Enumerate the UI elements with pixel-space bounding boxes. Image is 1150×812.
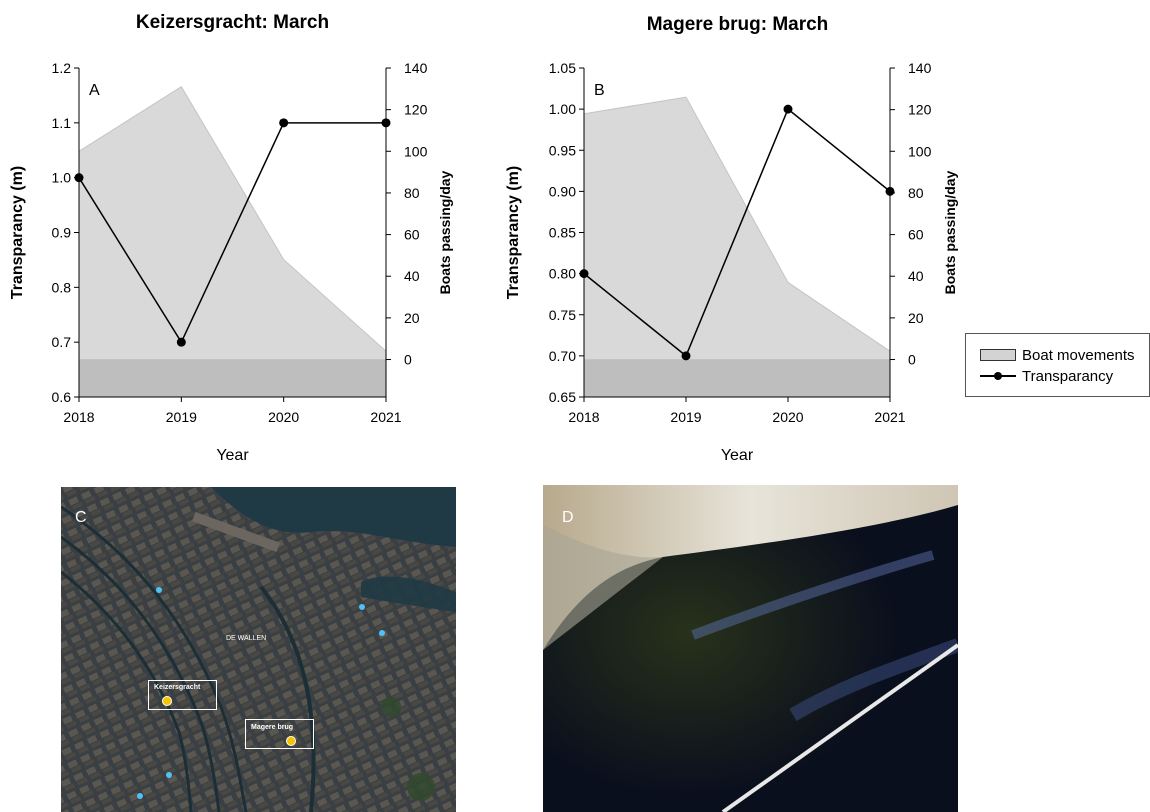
water-photo: D (543, 485, 958, 812)
panel-c-label: C (75, 509, 87, 526)
left-tick-label: 0.85 (549, 225, 576, 241)
panel-a-label: A (89, 82, 100, 99)
left-tick-label: 1.00 (549, 101, 576, 117)
right-tick-label: 0 (908, 352, 916, 368)
x-tick-label: 2021 (874, 409, 905, 425)
magere-brug-map-label: Magere brug (251, 724, 294, 731)
right-tick-label: 20 (908, 310, 924, 326)
transparancy-point (579, 269, 589, 279)
chart-b-title: Magere brug: March (646, 14, 829, 35)
magere-brug-pin-icon (286, 736, 296, 746)
transparancy-point (74, 173, 84, 183)
line-marker-icon (980, 370, 1016, 382)
right-tick-label: 0 (404, 352, 412, 368)
legend-label-transparancy: Transparancy (1022, 367, 1114, 385)
map-drawing (61, 487, 456, 812)
panel-b-label: B (594, 82, 605, 99)
left-tick-label: 0.9 (52, 225, 72, 241)
legend-label-boat-movements: Boat movements (1022, 346, 1135, 364)
x-tick-label: 2021 (370, 409, 401, 425)
keizersgracht-pin-icon (162, 696, 172, 706)
transparancy-point (279, 118, 289, 128)
boats-below-zero-band (79, 359, 386, 397)
map-poi-pin-icon (359, 604, 365, 610)
legend: Boat movements Transparancy (965, 333, 1150, 397)
chart-a-title: Keizersgracht: March (135, 12, 330, 33)
right-tick-label: 140 (908, 60, 932, 76)
transparancy-point (381, 118, 391, 128)
left-tick-label: 1.1 (52, 115, 72, 131)
legend-item-transparancy: Transparancy (966, 367, 1113, 385)
left-tick-label: 1.0 (52, 170, 72, 186)
left-axis-title: Transparancy (m) (9, 166, 26, 299)
left-tick-label: 0.80 (549, 266, 576, 282)
aerial-map-image: C DE WALLEN Keizersgracht Magere brug (61, 487, 456, 812)
left-tick-label: 0.90 (549, 183, 576, 199)
left-tick-label: 0.8 (52, 279, 72, 295)
boat-movements-area (78, 86, 387, 361)
right-tick-label: 80 (908, 185, 924, 201)
x-tick-label: 2019 (670, 409, 701, 425)
map-poi-pin-icon (166, 772, 172, 778)
x-tick-label: 2020 (268, 409, 299, 425)
left-tick-label: 0.7 (52, 334, 72, 350)
right-tick-label: 40 (908, 268, 924, 284)
x-axis-title: Year (721, 447, 754, 464)
right-tick-label: 120 (404, 102, 428, 118)
water-photo-drawing (543, 485, 958, 812)
place-label-de-wallen: DE WALLEN (226, 635, 267, 642)
right-tick-label: 100 (404, 143, 428, 159)
boats-below-zero-band (584, 359, 890, 397)
left-tick-label: 0.70 (549, 348, 576, 364)
right-tick-label: 20 (404, 310, 420, 326)
transparancy-point (176, 337, 186, 347)
keizersgracht-map-label: Keizersgracht (154, 684, 201, 691)
left-tick-label: 0.75 (549, 307, 576, 323)
right-tick-label: 80 (404, 185, 420, 201)
transparancy-point (885, 186, 895, 196)
map-poi-pin-icon (156, 587, 162, 593)
map-poi-pin-icon (137, 793, 143, 799)
keizersgracht-marker-box (148, 680, 217, 710)
charts-canvas: 0.6 0.7 0.8 0.9 1.0 1.1 1.2 0 20 40 60 80 100 120 140 2… (9, 60, 958, 464)
boat-movements-area (583, 96, 891, 361)
left-tick-label: 0.95 (549, 142, 576, 158)
right-tick-label: 40 (404, 268, 420, 284)
right-tick-label: 60 (404, 227, 420, 243)
area-swatch-icon (980, 349, 1016, 361)
x-axis-title: Year (216, 447, 249, 464)
map-poi-pin-icon (379, 630, 385, 636)
x-tick-label: 2018 (568, 409, 599, 425)
left-tick-label: 0.65 (549, 389, 576, 405)
left-axis-title: Transparancy (m) (505, 166, 522, 299)
magere-brug-marker-box (245, 719, 314, 749)
legend-item-boat-movements: Boat movements (966, 346, 1135, 364)
right-tick-label: 60 (908, 227, 924, 243)
left-tick-label: 1.2 (52, 60, 72, 76)
right-tick-label: 100 (908, 143, 932, 159)
transparancy-line (583, 107, 891, 358)
x-tick-label: 2019 (166, 409, 197, 425)
right-tick-label: 140 (404, 60, 428, 76)
left-tick-label: 0.6 (52, 389, 72, 405)
panel-d-label: D (562, 509, 574, 526)
right-axis-title: Boats passing/day (437, 170, 453, 294)
left-tick-label: 1.05 (549, 60, 576, 76)
x-tick-label: 2020 (772, 409, 803, 425)
transparancy-line (78, 122, 386, 344)
right-axis-title: Boats passing/day (942, 170, 958, 294)
transparancy-point (681, 351, 691, 361)
transparancy-point (783, 104, 793, 114)
right-tick-label: 120 (908, 102, 932, 118)
x-tick-label: 2018 (63, 409, 94, 425)
